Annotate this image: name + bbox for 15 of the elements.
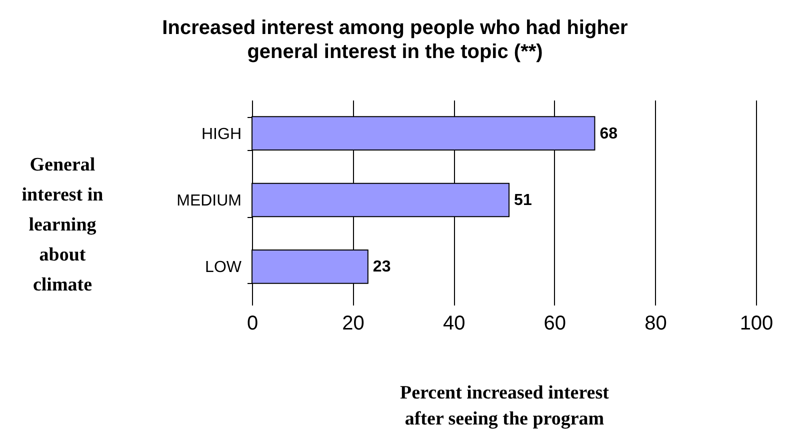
x-tick-label: 60	[544, 312, 566, 334]
x-tick-label: 20	[342, 312, 364, 334]
data-label: 23	[372, 258, 391, 276]
y-tick-label: LOW	[205, 259, 242, 276]
data-label: 68	[600, 125, 618, 142]
x-tick-label: 100	[740, 312, 774, 334]
chart-title: Increased interest among people who had higher general interest in the topic (**)	[162, 17, 628, 63]
x-tick-label: 0	[246, 312, 258, 334]
x-tick-label: 40	[442, 312, 466, 334]
y-tick-label: HIGH	[202, 126, 242, 143]
y-tick-label: MEDIUM	[176, 192, 242, 210]
data-label: 51	[514, 192, 532, 209]
x-axis-title: Percent increased interest after seeing the program	[400, 382, 610, 430]
y-axis-title: General interest in learning about climate	[22, 154, 104, 296]
x-tick-label: 80	[644, 312, 667, 334]
